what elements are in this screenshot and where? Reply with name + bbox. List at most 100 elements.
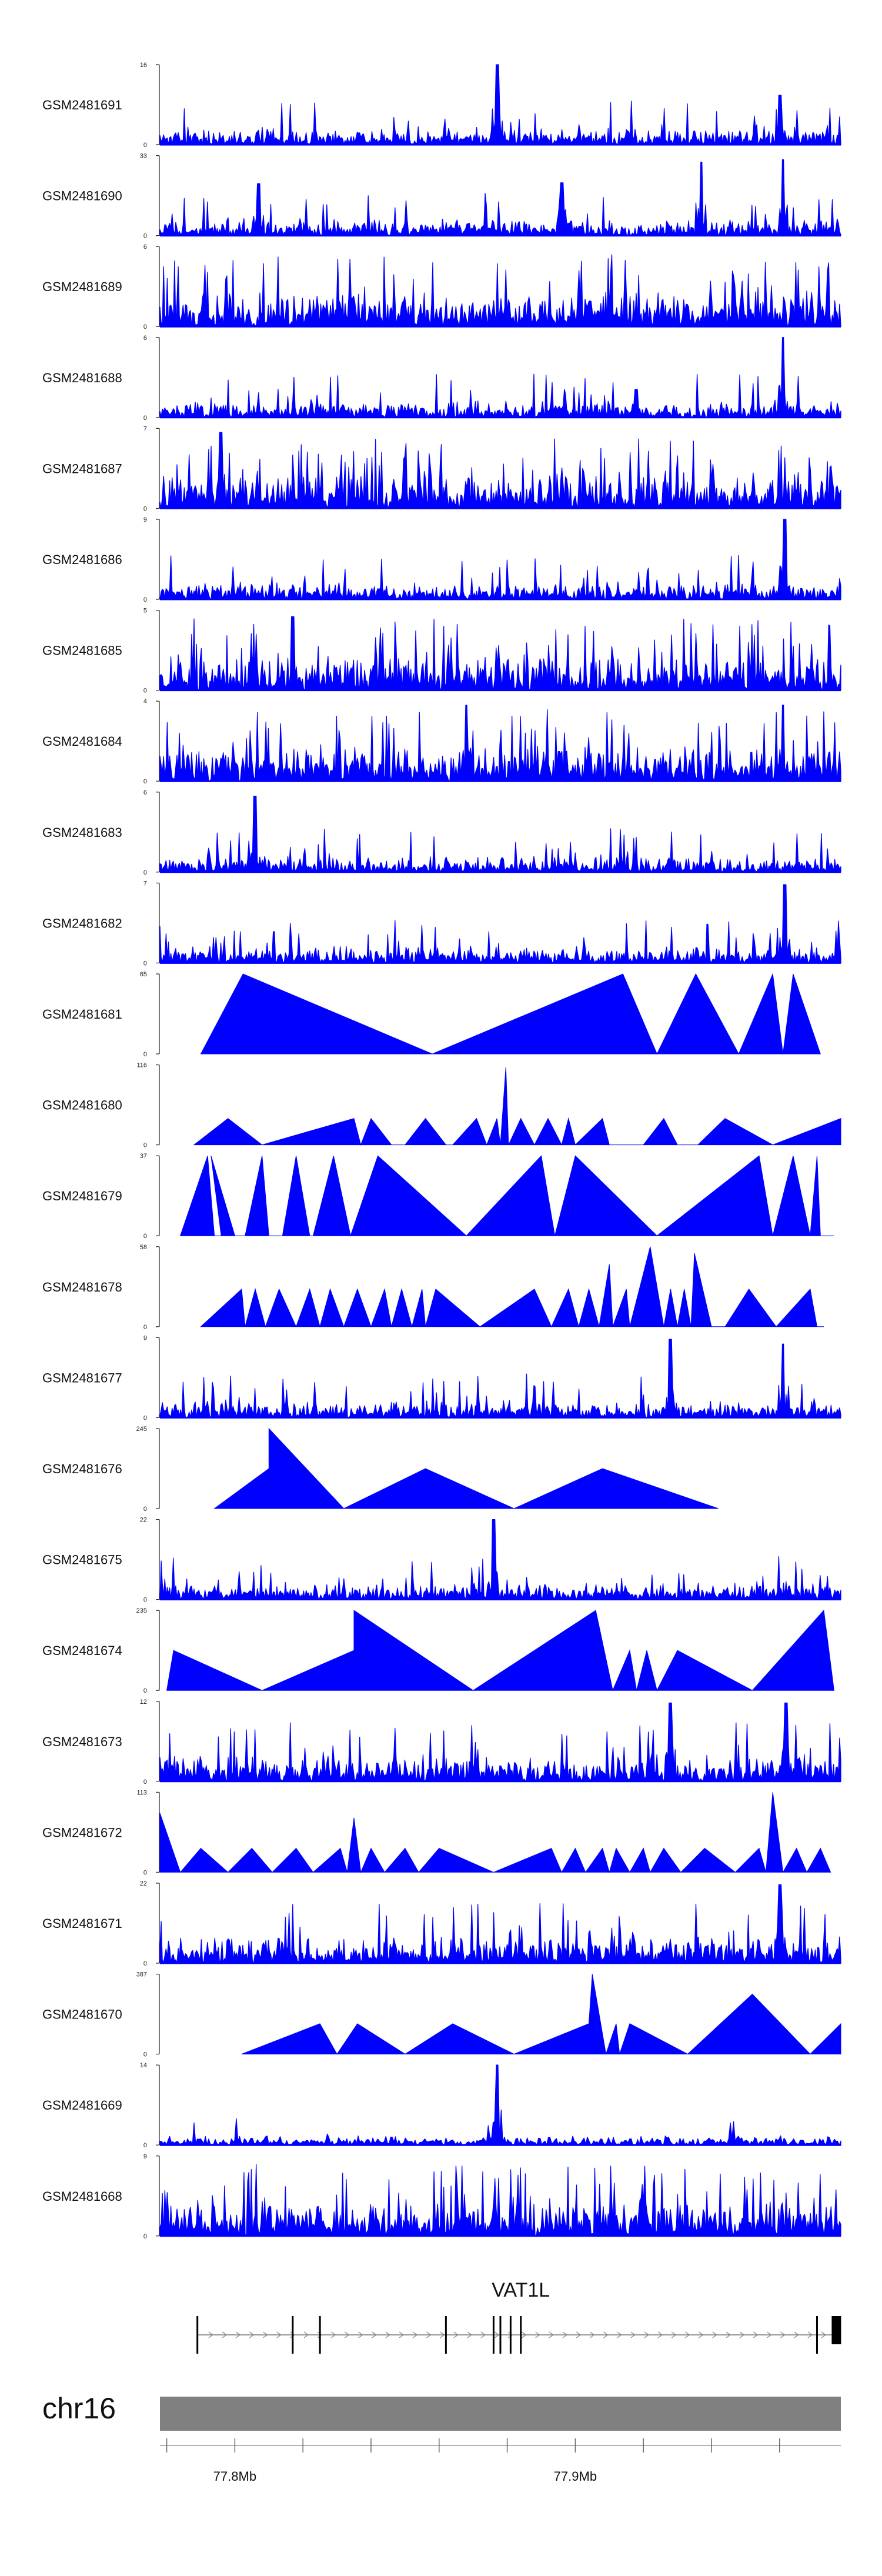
y-tick-label-max: 22 (140, 1880, 147, 1887)
strand-arrow (276, 2331, 282, 2338)
y-tick-label-max: 4 (143, 698, 147, 705)
y-tick-label-min: 0 (143, 1142, 147, 1149)
strand-arrow (603, 2331, 609, 2338)
track-gsm2481681: GSM2481681 65 0 (42, 971, 821, 1058)
y-tick-label-max: 235 (136, 1607, 147, 1614)
track-gsm2481691: GSM2481691 16 0 (42, 62, 841, 149)
y-tick-label-max: 9 (143, 1334, 147, 1342)
gene-annotation-track: VAT1L (196, 2279, 841, 2354)
track-gsm2481690: GSM2481690 33 0 (42, 153, 841, 240)
track-gsm2481684: GSM2481684 4 0 (42, 698, 841, 785)
strand-arrow (549, 2331, 554, 2338)
y-tick-label-max: 58 (140, 1244, 147, 1251)
track-gsm2481676: GSM2481676 245 0 (42, 1426, 719, 1513)
y-tick-label-max: 5 (143, 608, 147, 615)
strand-arrow (794, 2331, 799, 2338)
y-tick-label-min: 0 (143, 1597, 147, 1604)
strand-arrow (576, 2331, 582, 2338)
exon (292, 2316, 294, 2354)
y-tick-label-max: 16 (140, 62, 147, 69)
track-label: GSM2481677 (42, 1370, 122, 1385)
coverage-signal (159, 795, 841, 873)
exon (520, 2316, 522, 2354)
exon (509, 2316, 512, 2354)
y-tick-label-min: 0 (143, 323, 147, 331)
exon (816, 2316, 818, 2354)
strand-arrow (235, 2331, 241, 2338)
y-tick-label-max: 9 (143, 516, 147, 523)
y-tick-label-max: 12 (140, 1699, 147, 1706)
strand-arrow (249, 2331, 255, 2338)
exon (445, 2316, 447, 2354)
y-tick-label-max: 7 (143, 425, 147, 432)
y-tick-label-min: 0 (143, 1960, 147, 1967)
strand-arrow (358, 2331, 363, 2338)
track-gsm2481682: GSM2481682 7 0 (42, 880, 841, 967)
track-label: GSM2481671 (42, 1916, 122, 1931)
coverage-signal (159, 64, 841, 145)
strand-arrow (399, 2331, 405, 2338)
y-tick-label-min: 0 (143, 2142, 147, 2149)
track-gsm2481688: GSM2481688 6 0 (42, 335, 841, 422)
coverage-tracks: GSM2481691160GSM2481690330GSM248168960GS… (42, 62, 841, 2240)
coverage-signal (159, 1702, 841, 1782)
track-gsm2481677: GSM2481677 9 0 (42, 1334, 841, 1422)
y-tick-label-max: 22 (140, 1517, 147, 1524)
coverage-area (180, 1155, 834, 1237)
strand-arrow (630, 2331, 636, 2338)
coverage-area (241, 1974, 841, 2055)
strand-arrow (208, 2331, 213, 2338)
y-tick-label-min: 0 (143, 1051, 147, 1058)
strand-arrow (562, 2331, 568, 2338)
strand-arrow (426, 2331, 432, 2338)
coverage-signal (159, 1519, 841, 1600)
strand-arrow (372, 2331, 377, 2338)
y-tick-label-min: 0 (143, 2051, 147, 2058)
strand-arrow (507, 2331, 513, 2338)
y-tick-label-min: 0 (143, 596, 147, 603)
gene-name-label: VAT1L (492, 2279, 550, 2301)
strand-arrow (699, 2331, 704, 2338)
track-label: GSM2481681 (42, 1007, 122, 1022)
y-tick-label-min: 0 (143, 688, 147, 695)
coverage-area (166, 1610, 834, 1691)
y-tick-label-min: 0 (143, 1414, 147, 1422)
track-gsm2481671: GSM2481671 22 0 (42, 1880, 841, 1967)
strand-arrow (345, 2331, 350, 2338)
coverage-signal (159, 159, 841, 236)
strand-arrow (780, 2331, 786, 2338)
strand-arrow (589, 2331, 595, 2338)
track-label: GSM2481685 (42, 643, 122, 658)
strand-arrow (522, 2331, 527, 2338)
chromosome-band (160, 2397, 841, 2431)
strand-arrow (303, 2331, 309, 2338)
coverage-area (200, 1246, 824, 1328)
coverage-area (159, 1792, 831, 1874)
strand-arrow (657, 2331, 663, 2338)
track-label: GSM2481686 (42, 552, 122, 567)
strand-arrow (739, 2331, 745, 2338)
strand-arrow (617, 2331, 622, 2338)
track-label: GSM2481678 (42, 1280, 122, 1294)
track-gsm2481689: GSM2481689 6 0 (42, 243, 841, 331)
y-tick-label-max: 387 (136, 1971, 147, 1978)
strand-arrow (317, 2331, 323, 2338)
track-label: GSM2481687 (42, 461, 122, 476)
strand-arrow (290, 2331, 295, 2338)
y-tick-label-max: 14 (140, 2062, 147, 2069)
y-tick-label-max: 116 (136, 1062, 147, 1069)
coverage-signal (159, 2164, 841, 2237)
y-tick-label-max: 6 (143, 335, 147, 342)
track-label: GSM2481683 (42, 825, 122, 840)
coverage-signal (159, 1339, 841, 1419)
track-label: GSM2481670 (42, 2007, 122, 2022)
coverage-signal (159, 2064, 841, 2145)
track-label: GSM2481680 (42, 1098, 122, 1113)
strand-arrow (330, 2331, 336, 2338)
y-tick-label-max: 7 (143, 880, 147, 887)
coverage-signal (159, 884, 841, 964)
strand-arrow (753, 2331, 759, 2338)
strand-arrow (440, 2331, 445, 2338)
y-tick-label-max: 9 (143, 2153, 147, 2160)
track-gsm2481686: GSM2481686 9 0 (42, 516, 841, 603)
